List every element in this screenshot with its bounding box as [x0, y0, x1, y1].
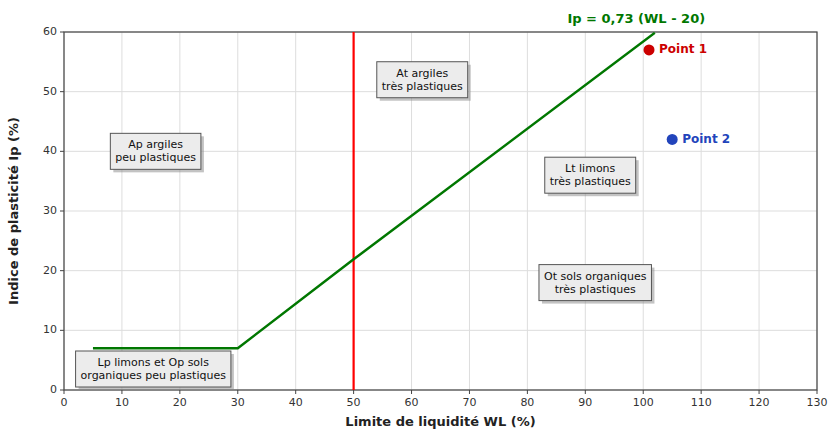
- y-tick-label: 50: [43, 85, 57, 98]
- annotation-box: [545, 157, 636, 193]
- x-tick: [353, 390, 354, 394]
- y-tick: [60, 270, 64, 271]
- grid-line: [64, 330, 817, 331]
- grid: [64, 32, 817, 390]
- x-tick-label: 80: [520, 396, 534, 409]
- x-tick: [121, 390, 122, 394]
- annotation-text: Lp limons et Op solsorganiques peu plast…: [81, 356, 227, 382]
- x-tick-label: 90: [578, 396, 592, 409]
- annotation-box: [110, 133, 201, 169]
- x-axis-label: Limite de liquidité WL (%): [345, 414, 535, 429]
- grid-line: [353, 32, 354, 390]
- x-tick: [527, 390, 528, 394]
- y-axis-label: Indice de plasticité Ip (%): [6, 117, 21, 305]
- vertical-line: [353, 32, 355, 390]
- x-tick: [701, 390, 702, 394]
- x-tick-label: 20: [173, 396, 187, 409]
- x-tick-label: 110: [691, 396, 712, 409]
- x-axis: 0 10 20 30 40 50 60 70 80 90 100 110 120 130: [61, 390, 828, 409]
- x-tick-label: 70: [462, 396, 476, 409]
- title: Ip = 0,73 (WL - 20): [567, 11, 705, 26]
- y-tick: [60, 32, 64, 33]
- y-tick-label: 40: [43, 144, 57, 157]
- x-tick-label: 60: [405, 396, 419, 409]
- x-tick-label: 130: [807, 396, 828, 409]
- x-tick-label: 40: [289, 396, 303, 409]
- x-tick: [179, 390, 180, 394]
- y-tick: [60, 211, 64, 212]
- x-tick: [64, 390, 65, 394]
- y-tick: [60, 330, 64, 331]
- a-line: [93, 33, 655, 348]
- annotation-text: At argilestrès plastiques: [382, 67, 463, 93]
- y-tick: [60, 151, 64, 152]
- x-tick: [469, 390, 470, 394]
- x-tick-label: 30: [231, 396, 245, 409]
- x-tick: [237, 390, 238, 394]
- x-tick-label: 10: [115, 396, 129, 409]
- x-tick: [817, 390, 818, 394]
- annotation-text: Ot sols organiquestrès plastiques: [544, 270, 647, 296]
- annotation-text: Ap argilespeu plastiques: [115, 138, 196, 164]
- x-tick: [585, 390, 586, 394]
- annotation: At argilestrès plastiques: [377, 62, 471, 101]
- plot-frame: [64, 32, 817, 390]
- grid-line: [64, 270, 817, 271]
- y-tick-label: 60: [43, 25, 57, 38]
- x-tick: [759, 390, 760, 394]
- x-tick: [643, 390, 644, 394]
- annotation-text: Lt limonstrès plastiques: [550, 162, 631, 188]
- x-tick-label: 120: [749, 396, 770, 409]
- annotation-box: [76, 351, 231, 387]
- y-tick: [60, 390, 64, 391]
- annotation-box: [539, 265, 651, 301]
- x-tick-label: 0: [61, 396, 68, 409]
- annotation: Lp limons et Op solsorganiques peu plast…: [76, 351, 234, 390]
- annotation-box: [377, 62, 468, 98]
- x-tick-label: 50: [347, 396, 361, 409]
- y-tick-label: 10: [43, 323, 57, 336]
- y-axis: 0 10 20 30 40 50 60: [43, 25, 64, 396]
- y-tick-label: 0: [50, 383, 57, 396]
- point-label: Point 1: [659, 42, 707, 56]
- point-label: Point 2: [682, 132, 730, 146]
- x-tick: [295, 390, 296, 394]
- y-tick: [60, 91, 64, 92]
- point: [644, 44, 655, 55]
- point: [667, 134, 678, 145]
- annotation: Lt limonstrès plastiques: [545, 157, 639, 196]
- y-tick-label: 20: [43, 264, 57, 277]
- plot-area: [64, 32, 817, 390]
- x-tick-label: 100: [633, 396, 654, 409]
- y-tick-label: 30: [43, 204, 57, 217]
- data-layer: [93, 32, 678, 390]
- chart: 0 10 20 30 40 50 60 70 80 90 100 110 120 130 0 10 20 30 40…: [0, 0, 839, 438]
- annotation: Ot sols organiquestrès plastiques: [539, 265, 654, 304]
- x-tick: [411, 390, 412, 394]
- annotation: Ap argilespeu plastiques: [110, 133, 204, 172]
- grid-line: [64, 211, 817, 212]
